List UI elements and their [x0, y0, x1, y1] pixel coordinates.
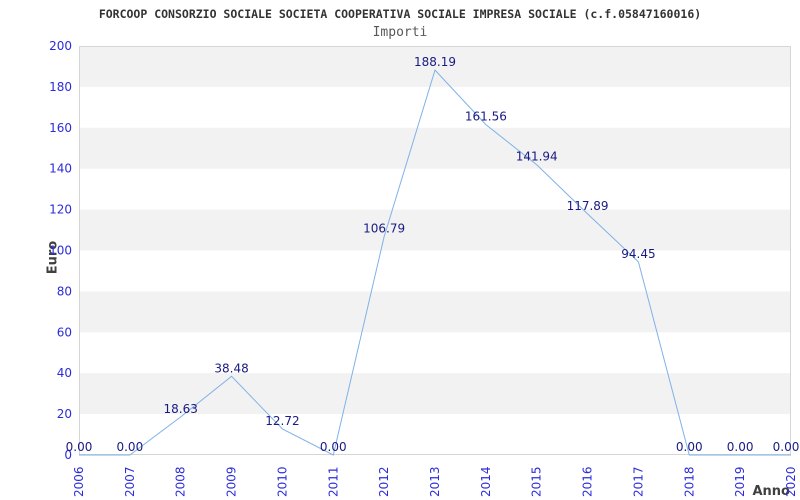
- y-tick-label: 20: [57, 407, 72, 421]
- data-point-label: 38.48: [214, 361, 248, 375]
- data-point-label: 0.00: [676, 440, 703, 454]
- data-series-line: [79, 69, 791, 456]
- data-point-label: 12.72: [265, 414, 299, 428]
- data-point-label: 0.00: [320, 440, 347, 454]
- y-tick-label: 180: [49, 80, 72, 94]
- x-tick-label: 2011: [326, 466, 340, 497]
- x-tick-label: 2015: [530, 466, 544, 497]
- y-tick-label: 160: [49, 121, 72, 135]
- x-tick-label: 2009: [225, 466, 239, 497]
- data-point-label: 0.00: [116, 440, 143, 454]
- grid-band: [79, 291, 791, 333]
- x-tick-label: 2010: [275, 466, 289, 497]
- data-point-label: 94.45: [621, 247, 655, 261]
- x-tick-label: 2012: [377, 466, 391, 497]
- data-point-label: 18.63: [164, 402, 198, 416]
- chart-subtitle: Importi: [372, 25, 428, 40]
- grid-band: [79, 127, 791, 169]
- x-tick-label: 2013: [428, 466, 442, 497]
- data-point-label: 0.00: [773, 440, 800, 454]
- x-tick-label: 2018: [682, 466, 696, 497]
- data-point-label: 0.00: [727, 440, 754, 454]
- y-tick-label: 200: [49, 39, 72, 53]
- x-tick-label: 2007: [123, 466, 137, 497]
- data-point-label: 0.00: [66, 440, 93, 454]
- grid-band: [79, 209, 791, 251]
- x-tick-label: 2006: [72, 466, 86, 497]
- y-tick-label: 100: [49, 244, 72, 258]
- y-tick-label: 0: [64, 448, 72, 462]
- x-tick-label: 2020: [784, 466, 798, 497]
- chart-title: FORCOOP CONSORZIO SOCIALE SOCIETA COOPER…: [98, 7, 702, 21]
- y-tick-label: 140: [49, 162, 72, 176]
- data-point-label: 106.79: [363, 222, 405, 236]
- x-tick-label: 2017: [631, 466, 645, 497]
- y-tick-label: 40: [57, 366, 72, 380]
- data-point-label: 161.56: [465, 110, 507, 124]
- plot-border: [79, 46, 791, 455]
- x-tick-label: 2008: [174, 466, 188, 497]
- grid-band: [79, 46, 791, 87]
- x-tick-label: 2019: [733, 466, 747, 497]
- data-point-label: 117.89: [567, 199, 609, 213]
- y-tick-label: 80: [57, 284, 72, 298]
- y-tick-label: 120: [49, 203, 72, 217]
- x-tick-label: 2016: [581, 466, 595, 497]
- data-point-label: 188.19: [414, 55, 456, 69]
- y-tick-label: 60: [57, 325, 72, 339]
- data-point-label: 141.94: [516, 150, 558, 164]
- x-axis-label: Anno: [752, 484, 790, 499]
- x-tick-label: 2014: [479, 466, 493, 497]
- grid-band: [79, 373, 791, 415]
